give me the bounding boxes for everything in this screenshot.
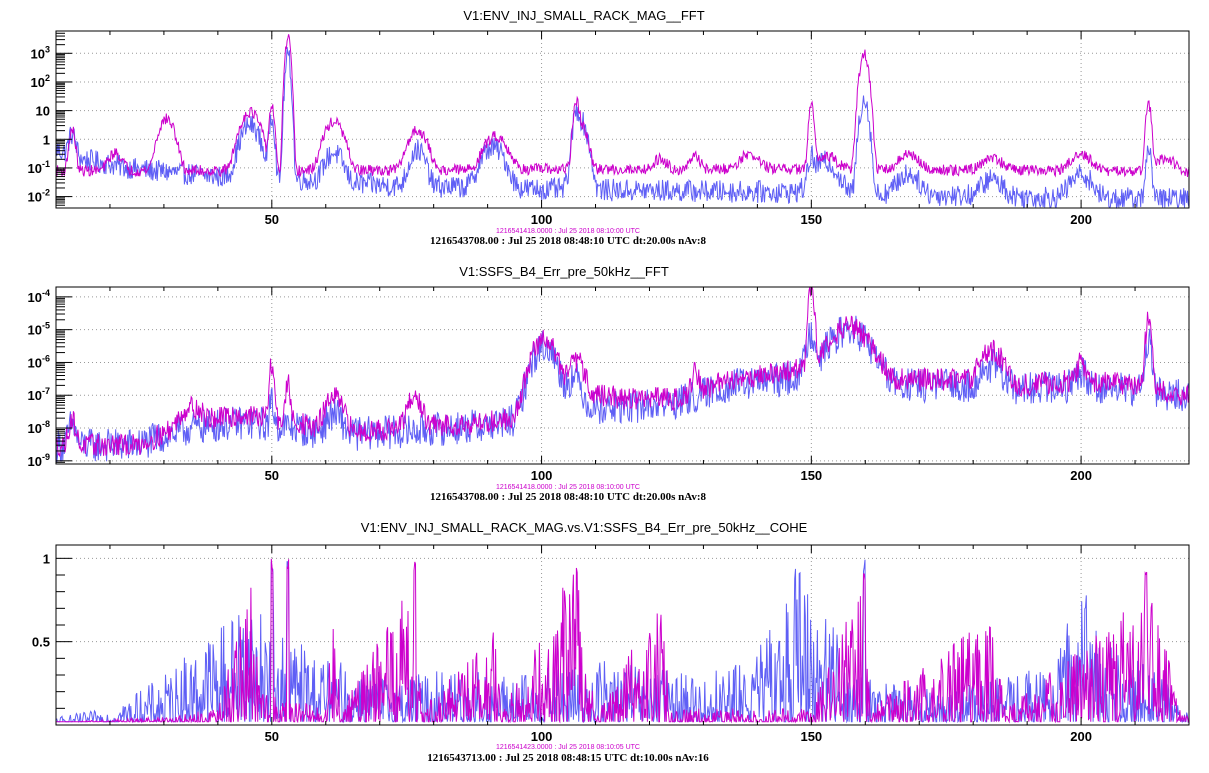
- plot-area: 50 100 150 200 0.5 1: [32, 544, 1190, 744]
- y-tick-label: 10-6: [28, 353, 50, 370]
- x-tick-label: 50: [265, 212, 279, 227]
- reference-time: 1216541423.0000 : Jul 25 2018 08:10:05 U…: [496, 744, 640, 751]
- y-tick-label: 1: [43, 132, 50, 147]
- plot-frame: [55, 30, 1190, 209]
- x-tick-label: 150: [800, 729, 822, 744]
- x-tick-label: 200: [1070, 468, 1092, 483]
- chart-title: V1:ENV_INJ_SMALL_RACK_MAG__FFT: [463, 8, 704, 23]
- chart-footer: 1216543708.00 : Jul 25 2018 08:48:10 UTC…: [430, 491, 707, 503]
- y-tick-label: 102: [31, 73, 50, 90]
- plot-area: 50 100 150 200 10-2 10-1 1 10 102 103: [28, 30, 1190, 227]
- chart-title: V1:ENV_INJ_SMALL_RACK_MAG.vs.V1:SSFS_B4_…: [361, 520, 808, 535]
- series-line: [55, 46, 1190, 210]
- x-tick-label: 100: [531, 468, 553, 483]
- y-tick-label: 10-1: [28, 159, 50, 176]
- plot-frame: [55, 544, 1190, 726]
- x-tick-label: 200: [1070, 212, 1092, 227]
- x-tick-label: 50: [265, 729, 279, 744]
- x-tick-label: 200: [1070, 729, 1092, 744]
- y-tick-label: 103: [31, 44, 50, 61]
- y-tick-label: 10: [36, 104, 50, 119]
- x-tick-label: 150: [800, 468, 822, 483]
- series-line: [56, 558, 1189, 724]
- y-tick-label: 10-2: [28, 188, 50, 205]
- y-tick-label: 10-8: [28, 419, 50, 436]
- reference-time: 1216541418.0000 : Jul 25 2018 08:10:00 U…: [496, 228, 640, 235]
- y-tick-label: 10-5: [28, 321, 50, 338]
- x-tick-label: 100: [531, 212, 553, 227]
- y-tick-label: 10-4: [28, 288, 50, 305]
- plot-frame: [55, 286, 1190, 465]
- x-tick-label: 50: [265, 468, 279, 483]
- series-line: [55, 286, 1190, 457]
- y-tick-label: 1: [43, 551, 50, 566]
- y-tick-label: 10-7: [28, 386, 50, 403]
- plot-area: 50 100 150 200 10-9 10-8 10-7 10-6 10-5 10-4: [28, 286, 1190, 483]
- series-line: [55, 559, 1190, 724]
- reference-time: 1216541418.0000 : Jul 25 2018 08:10:00 U…: [496, 484, 640, 491]
- x-tick-label: 100: [531, 729, 553, 744]
- chart-title: V1:SSFS_B4_Err_pre_50kHz__FFT: [459, 264, 669, 279]
- series-line: [55, 34, 1190, 178]
- y-tick-label: 10-9: [28, 452, 50, 469]
- chart-footer: 1216543713.00 : Jul 25 2018 08:48:15 UTC…: [427, 752, 709, 764]
- x-tick-label: 150: [800, 212, 822, 227]
- y-tick-label: 0.5: [32, 635, 50, 650]
- chart-footer: 1216543708.00 : Jul 25 2018 08:48:10 UTC…: [430, 235, 707, 247]
